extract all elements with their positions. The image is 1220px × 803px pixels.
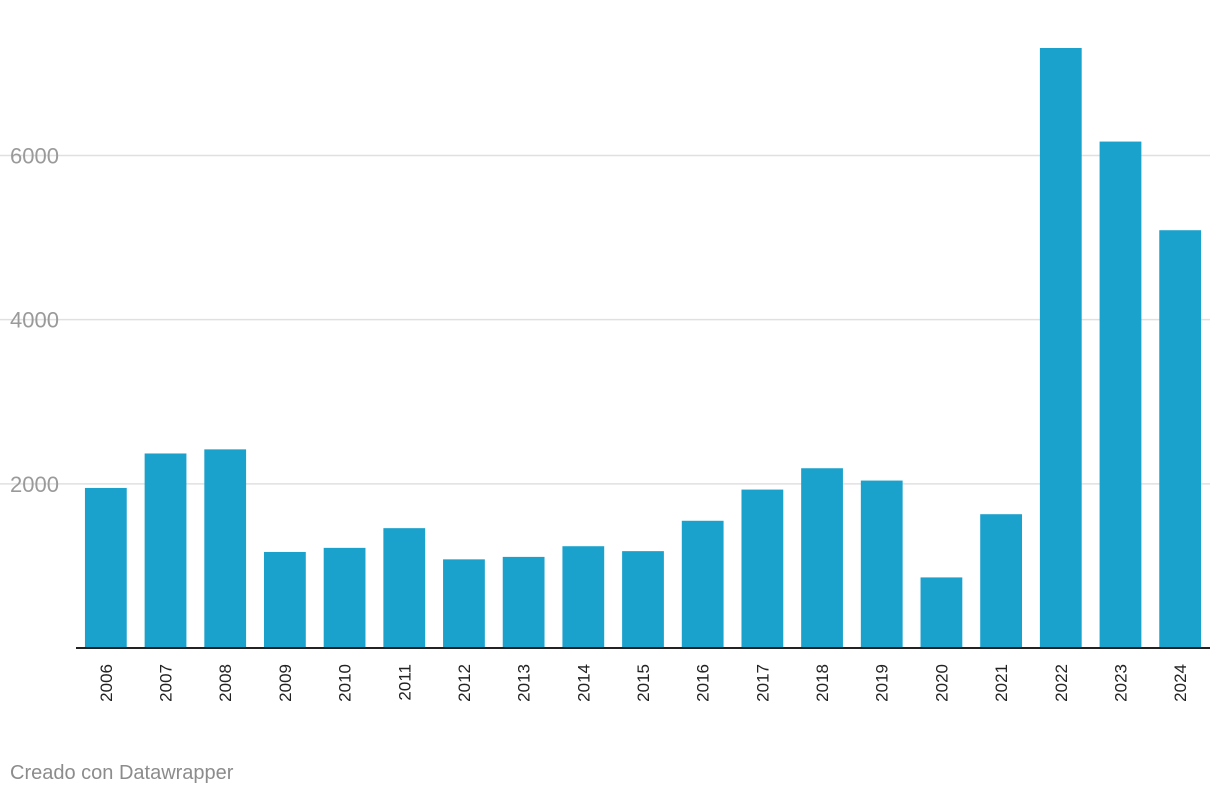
x-tick-label-2016: 2016 — [694, 664, 713, 702]
x-tick-label-2014: 2014 — [574, 664, 593, 702]
datawrapper-credit: Creado con Datawrapper — [10, 762, 234, 784]
bars — [84, 48, 1202, 649]
y-tick-label-4000: 4000 — [10, 308, 59, 333]
bar-2010 — [323, 547, 366, 648]
bar-2019 — [860, 480, 903, 648]
bar-2023 — [1099, 141, 1142, 649]
x-tick-label-2022: 2022 — [1052, 664, 1071, 702]
bar-2006 — [84, 487, 127, 648]
x-tick-label-2006: 2006 — [97, 664, 116, 702]
x-tick-label-2023: 2023 — [1111, 664, 1130, 702]
y-tick-label-6000: 6000 — [10, 144, 59, 169]
bar-2014 — [562, 546, 605, 648]
x-tick-label-2015: 2015 — [634, 664, 653, 702]
x-axis-ticks: 2006 2007 2008 2009 2010 2011 2012 2013 2014 2015… — [97, 664, 1190, 702]
x-tick-label-2010: 2010 — [336, 664, 355, 702]
x-tick-label-2007: 2007 — [157, 664, 176, 702]
bar-2008 — [204, 449, 247, 648]
x-tick-label-2009: 2009 — [276, 664, 295, 702]
bar-2007 — [144, 453, 187, 648]
bar-2015 — [622, 551, 664, 648]
bar-2012 — [443, 559, 485, 648]
x-tick-label-2017: 2017 — [753, 664, 772, 702]
bar-2017 — [741, 489, 784, 648]
bar-2020 — [920, 577, 963, 648]
x-tick-label-2013: 2013 — [515, 664, 534, 702]
bar-2011 — [383, 528, 426, 648]
y-tick-label-2000: 2000 — [10, 472, 59, 497]
x-tick-label-2008: 2008 — [216, 664, 235, 702]
x-tick-label-2011: 2011 — [395, 664, 414, 701]
bar-2009 — [264, 551, 306, 648]
x-tick-label-2012: 2012 — [455, 664, 474, 702]
gridlines — [0, 154, 1210, 485]
bar-2022 — [1039, 48, 1082, 648]
x-tick-label-2018: 2018 — [813, 664, 832, 702]
bar-2024 — [1159, 230, 1202, 649]
y-axis-ticks: 2000 4000 6000 — [10, 144, 59, 497]
x-tick-label-2019: 2019 — [873, 664, 892, 702]
x-tick-label-2020: 2020 — [932, 664, 951, 702]
x-tick-label-2024: 2024 — [1171, 664, 1190, 702]
bar-2016 — [681, 520, 724, 648]
x-tick-label-2021: 2021 — [992, 664, 1011, 702]
bar-2021 — [980, 514, 1022, 648]
bar-2018 — [801, 468, 843, 648]
bar-2013 — [502, 556, 545, 648]
